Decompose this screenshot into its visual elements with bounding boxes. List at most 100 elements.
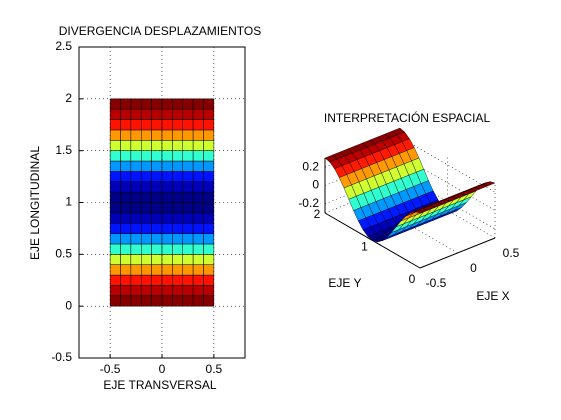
z-tick-label: 0 <box>312 178 319 192</box>
heatmap-cell <box>141 274 152 286</box>
heatmap-cell <box>141 140 152 151</box>
heatmap-cell <box>130 295 142 307</box>
heatmap-cell <box>182 150 194 162</box>
y-tick-label: 0 <box>65 298 72 312</box>
heatmap-cell <box>141 191 152 203</box>
heatmap-cell <box>141 181 152 193</box>
axes-box <box>78 46 246 359</box>
heatmap-cell <box>109 119 121 131</box>
heatmap-cell <box>182 98 194 110</box>
heatmap-cell <box>203 160 215 172</box>
heatmap-cell <box>203 295 215 307</box>
heatmap-cell <box>120 171 132 183</box>
heatmap-cell <box>151 129 163 141</box>
heatmap-cell <box>161 212 173 224</box>
heatmap-cell <box>130 171 142 183</box>
heatmap-cell <box>161 181 173 193</box>
heatmap-cell <box>161 285 173 297</box>
heatmap-cell <box>203 212 215 224</box>
heatmap-cell <box>161 233 173 245</box>
heatmap-cell <box>130 108 142 120</box>
heatmap-cell <box>109 274 121 286</box>
heatmap-cell <box>172 285 183 297</box>
heatmap-cell <box>192 160 204 172</box>
heatmap-cell <box>161 202 173 214</box>
heatmap-cell <box>120 98 132 110</box>
heatmap-cell <box>109 222 121 234</box>
heatmap-cell <box>141 129 152 141</box>
heatmap-cell <box>172 140 183 151</box>
heatmap-cell <box>109 181 121 193</box>
y-tick-label: 2 <box>65 91 72 105</box>
heatmap-cell <box>141 150 152 162</box>
heatmap-cell <box>192 254 204 265</box>
heatmap-cell <box>203 274 215 286</box>
heatmap-cell <box>151 98 163 110</box>
heatmap-cell <box>151 295 163 307</box>
heatmap-cell <box>172 222 183 234</box>
heatmap-cell <box>151 233 163 245</box>
heatmap-cell <box>120 264 132 276</box>
heatmap-cell <box>141 222 152 234</box>
heatmap-cell <box>130 98 142 110</box>
heatmap-cell <box>161 243 173 255</box>
heatmap-cell <box>130 150 142 162</box>
heatmap-cell <box>203 98 215 110</box>
heatmap-cell <box>203 181 215 193</box>
heatmap-cell <box>192 150 204 162</box>
heatmap-cell <box>172 202 183 214</box>
heatmap-cell <box>182 181 194 193</box>
heatmap-cell <box>141 98 152 110</box>
heatmap-cell <box>120 119 132 131</box>
heatmap-cell <box>172 108 183 120</box>
heatmap-cell <box>130 129 142 141</box>
heatmap-cell <box>192 191 204 203</box>
heatmap-cell <box>109 202 121 214</box>
heatmap-cell <box>172 98 183 110</box>
heatmap-cell <box>192 140 204 151</box>
heatmap-cell <box>130 222 142 234</box>
heatmap-cell <box>151 108 163 120</box>
heatmap-cell <box>120 181 132 193</box>
heatmap-cell <box>172 150 183 162</box>
heatmap-cell <box>192 119 204 131</box>
z-tick-label: -0.2 <box>298 196 319 210</box>
heatmap-cell <box>141 202 152 214</box>
heatmap-cell <box>161 160 173 172</box>
heatmap-cell <box>203 140 215 151</box>
heatmap-cell <box>192 233 204 245</box>
heatmap-cell <box>130 243 142 255</box>
grid-line <box>419 237 496 269</box>
heatmap-cell <box>182 295 194 307</box>
heatmap-cell <box>203 108 215 120</box>
heatmap-cell <box>192 264 204 276</box>
heatmap-cell <box>120 108 132 120</box>
heatmap-cell <box>141 264 152 276</box>
heatmap-cell <box>172 160 183 172</box>
x-tick-label: 0.5 <box>503 246 520 260</box>
heatmap-cell <box>161 264 173 276</box>
heatmap-cell <box>120 274 132 286</box>
y-tick-label: 1 <box>65 195 72 209</box>
heatmap-cell <box>161 98 173 110</box>
heatmap-cell <box>151 212 163 224</box>
y-tick-label: 2 <box>314 207 321 221</box>
heatmap-cell <box>109 295 121 307</box>
heatmap-cell <box>130 191 142 203</box>
heatmap-cell <box>161 254 173 265</box>
heatmap-cell <box>192 222 204 234</box>
heatmap-cell <box>109 233 121 245</box>
heatmap-cell <box>172 171 183 183</box>
x-axis-label: EJE TRANSVERSAL <box>103 378 216 392</box>
heatmap-cell <box>109 171 121 183</box>
heatmap-cell <box>161 150 173 162</box>
heatmap-cell <box>203 285 215 297</box>
heatmap-cell <box>182 285 194 297</box>
heatmap-cell <box>151 274 163 286</box>
heatmap-cell <box>151 264 163 276</box>
y-tick-label: 0 <box>409 272 416 286</box>
heatmap-cell <box>120 129 132 141</box>
chart-title: INTERPRETACIÓN ESPACIAL <box>324 110 491 125</box>
